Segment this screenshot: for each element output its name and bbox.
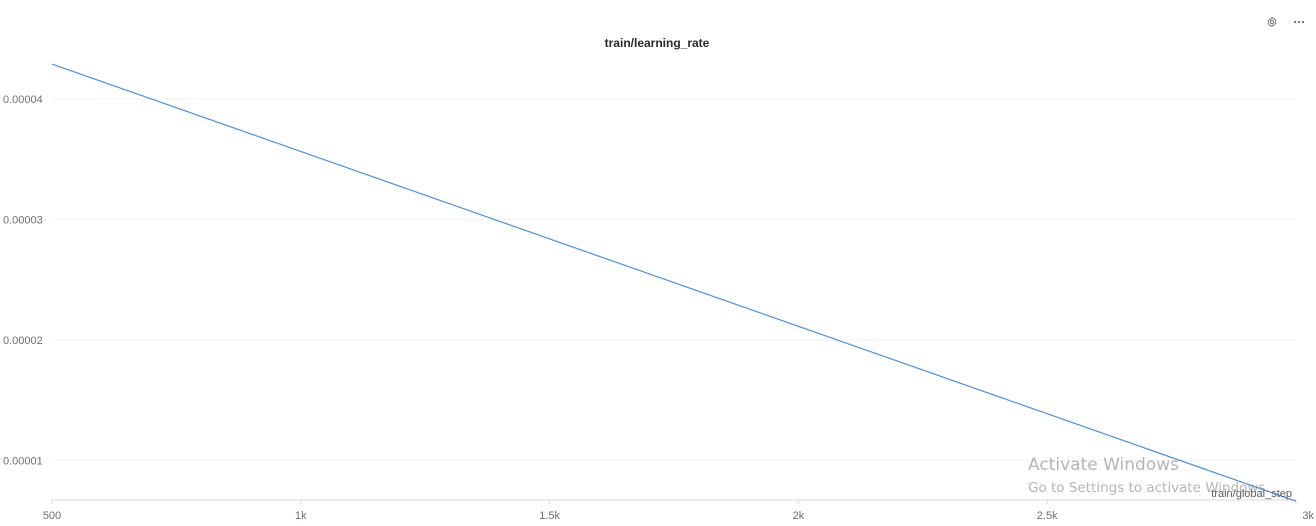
- gear-icon[interactable]: [1264, 14, 1280, 30]
- x-tick-label: 3k: [1302, 510, 1314, 522]
- axis-layer: [51, 499, 1297, 504]
- x-tick-label: 2k: [793, 510, 805, 522]
- grid-layer: [52, 98, 1296, 461]
- series-layer[interactable]: [51, 63, 1297, 502]
- x-tick-label: 2.5k: [1037, 510, 1058, 522]
- ellipsis-icon[interactable]: [1291, 14, 1307, 30]
- gear-icon-glyph: [1267, 16, 1277, 28]
- x-tick-label: 1k: [295, 510, 307, 522]
- y-tick-label: 0.00004: [3, 94, 43, 106]
- label-layer: 0.00001 0.00002 0.00003 0.00004 500 1k 1.5k 2k 2…: [3, 94, 1314, 522]
- series-line-learning-rate[interactable]: [51, 63, 1297, 502]
- y-tick-label: 0.00001: [3, 455, 43, 467]
- x-axis-title: train/global_step: [1211, 488, 1292, 500]
- y-tick-label: 0.00003: [3, 214, 43, 226]
- x-tick-label: 500: [43, 510, 61, 522]
- y-tick-label: 0.00002: [3, 335, 43, 347]
- chart-title: train/learning_rate: [605, 36, 710, 50]
- x-tick-label: 1.5k: [539, 510, 560, 522]
- ellipsis-icon-glyph: [1293, 20, 1305, 24]
